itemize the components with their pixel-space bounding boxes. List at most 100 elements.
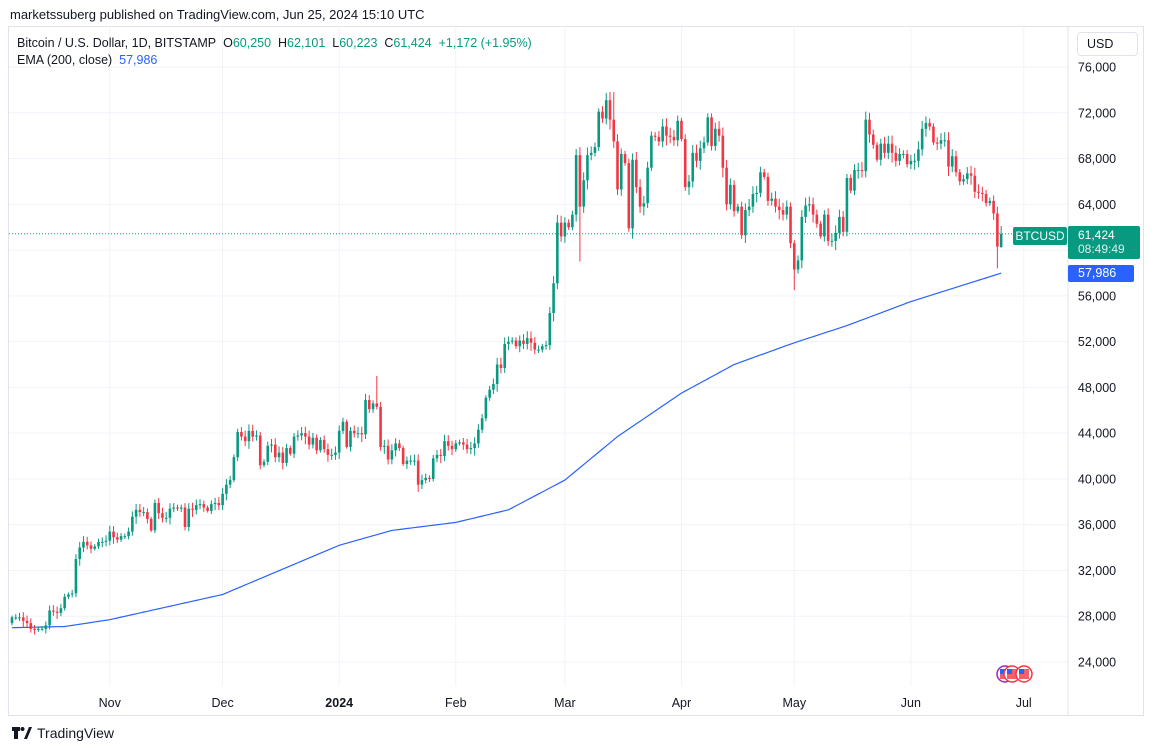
candle-body xyxy=(503,343,506,368)
candle-body xyxy=(890,143,894,153)
candle-body xyxy=(198,504,202,506)
candle-body xyxy=(52,610,55,612)
candle-body xyxy=(781,210,785,215)
candle-body xyxy=(721,135,725,168)
candle-body xyxy=(665,126,668,136)
candle-body xyxy=(514,340,518,347)
candle-body xyxy=(612,119,616,142)
candle-body xyxy=(153,502,157,531)
candle-body xyxy=(108,531,112,541)
candle-body xyxy=(661,126,664,142)
candle-body xyxy=(104,540,108,542)
candle-body xyxy=(379,406,382,447)
candle-body xyxy=(529,338,533,343)
symbol-title[interactable]: Bitcoin / U.S. Dollar, 1D, BITSTAMP xyxy=(17,36,217,50)
x-tick-label: Apr xyxy=(672,696,691,710)
x-tick-label: Dec xyxy=(211,696,233,710)
candle-body xyxy=(262,461,266,466)
x-tick-label: Nov xyxy=(99,696,122,710)
candle-body xyxy=(315,437,318,451)
candle-body xyxy=(680,120,683,140)
candle-body xyxy=(552,283,555,314)
candle-body xyxy=(729,184,732,205)
candle-body xyxy=(913,160,916,162)
tradingview-logo[interactable]: TradingView xyxy=(12,725,114,741)
candle-body xyxy=(676,120,679,141)
candle-body xyxy=(304,433,307,437)
candle-body xyxy=(702,142,706,149)
candle-body xyxy=(902,153,905,155)
candle-body xyxy=(717,128,721,136)
candle-body xyxy=(687,181,691,188)
high-value: 62,101 xyxy=(287,36,326,50)
candle-body xyxy=(439,454,443,457)
candle-body xyxy=(492,383,495,390)
candle-body xyxy=(488,389,491,398)
candle-body xyxy=(792,243,796,270)
candle-body xyxy=(796,260,800,270)
candle-body xyxy=(939,140,943,144)
candle-body xyxy=(21,617,25,621)
candle-body xyxy=(879,143,883,160)
x-tick-label: 2024 xyxy=(325,696,353,710)
us-flag-canton xyxy=(1000,669,1005,674)
candle-body xyxy=(518,340,522,347)
candle-body xyxy=(920,128,924,150)
candle-body xyxy=(544,345,548,347)
currency-button[interactable]: USD xyxy=(1077,32,1138,56)
candle-body xyxy=(446,441,450,446)
candle-body xyxy=(131,516,134,532)
chart-frame[interactable] xyxy=(8,26,1144,716)
candle-body xyxy=(864,119,868,172)
last-price-tag: 61,424 08:49:49 xyxy=(1068,226,1140,259)
publisher-line: marketssuberg published on TradingView.c… xyxy=(10,7,425,22)
candle-body xyxy=(349,430,352,447)
symbol-price-tag: BTCUSD xyxy=(1013,227,1067,245)
candle-body xyxy=(296,435,300,437)
candle-body xyxy=(390,450,394,460)
candle-body xyxy=(996,213,999,247)
candle-body xyxy=(375,403,379,407)
candle-body xyxy=(984,194,988,204)
candle-body xyxy=(947,140,950,167)
candle-body xyxy=(330,454,333,456)
candle-body xyxy=(179,507,183,509)
candle-body xyxy=(469,448,473,450)
candle-body xyxy=(217,502,221,506)
last-price: 61,424 xyxy=(1078,228,1115,242)
candle-body xyxy=(909,160,913,165)
candle-body xyxy=(525,338,529,344)
candle-body xyxy=(292,436,296,454)
y-tick-label: 64,000 xyxy=(1078,198,1116,212)
close-label: C xyxy=(384,36,394,50)
candle-body xyxy=(247,430,251,442)
candle-body xyxy=(973,175,977,192)
y-tick-label: 48,000 xyxy=(1078,381,1116,395)
candle-body xyxy=(270,444,273,446)
candle-body xyxy=(225,484,228,494)
candle-body xyxy=(345,421,349,447)
candle-body xyxy=(495,364,499,384)
candle-body xyxy=(766,176,770,201)
candle-body xyxy=(755,192,758,195)
candle-body xyxy=(601,111,604,119)
candle-body xyxy=(443,441,446,457)
candle-body xyxy=(811,204,815,215)
candle-body xyxy=(935,142,939,144)
candle-body xyxy=(63,596,66,609)
candle-body xyxy=(33,628,36,630)
ema-label[interactable]: EMA (200, close) xyxy=(17,52,113,67)
candle-body xyxy=(841,216,845,232)
candle-body xyxy=(559,222,563,237)
candle-body xyxy=(465,444,469,450)
candle-body xyxy=(285,448,288,463)
candle-body xyxy=(691,152,695,182)
tradingview-logo-icon xyxy=(12,727,32,739)
candle-body xyxy=(356,433,360,435)
candle-body xyxy=(409,460,412,462)
candle-body xyxy=(394,443,397,451)
candle-body xyxy=(194,505,198,510)
candle-body xyxy=(834,232,837,241)
candle-body xyxy=(454,443,458,450)
